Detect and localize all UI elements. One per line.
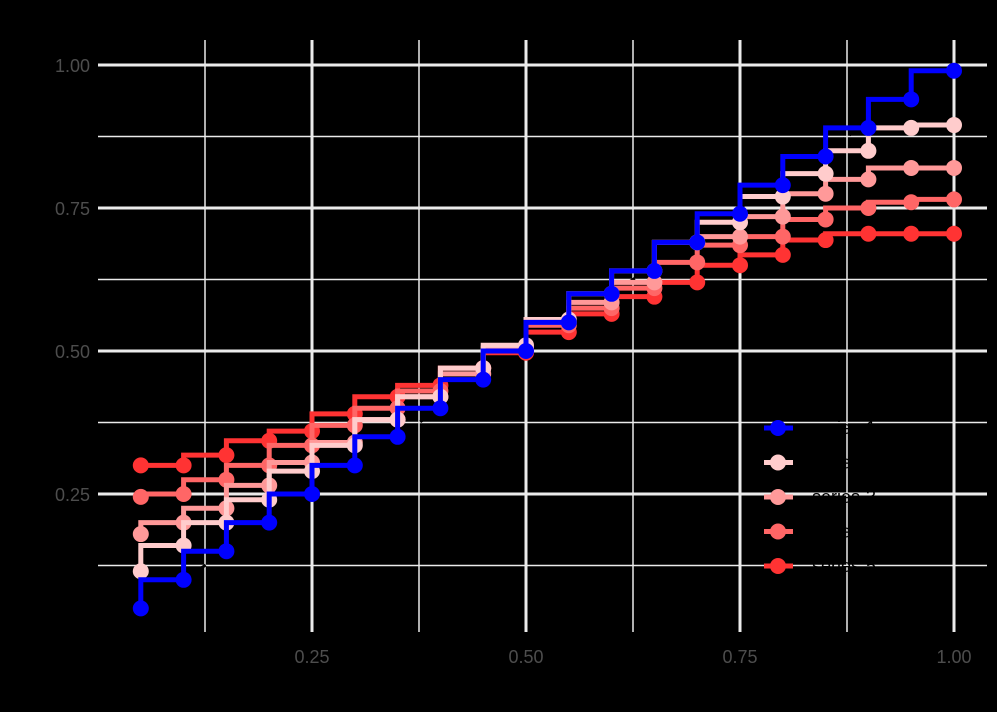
data-point — [646, 274, 663, 291]
legend-key-point — [770, 558, 786, 574]
data-point — [132, 563, 149, 580]
data-point — [218, 543, 235, 560]
series-series-1 — [132, 62, 962, 617]
data-point — [646, 262, 663, 279]
data-point — [860, 119, 877, 136]
data-point — [475, 371, 492, 388]
data-point — [817, 165, 834, 182]
data-point — [817, 211, 834, 228]
x-tick-label: 0.50 — [508, 647, 543, 667]
data-point — [774, 228, 791, 245]
data-point — [432, 400, 449, 417]
x-axis: 0.25 0.50 0.75 1.00 — [294, 647, 971, 667]
data-point — [946, 191, 962, 208]
legend-label: series-1 — [812, 418, 876, 438]
legend-label: series-5 — [812, 556, 876, 576]
data-point — [817, 148, 834, 165]
data-point — [946, 159, 962, 176]
y-tick-label: 1.00 — [55, 56, 90, 76]
data-point — [903, 91, 920, 108]
legend: series-1 series-2 series-3 series-4 series-5 — [764, 418, 876, 576]
data-point — [774, 177, 791, 194]
data-point — [903, 194, 920, 211]
data-point — [903, 225, 920, 242]
data-point — [774, 246, 791, 263]
legend-key-point — [770, 489, 786, 505]
data-point — [261, 514, 278, 531]
data-point — [946, 62, 962, 79]
legend-label: series-2 — [812, 453, 876, 473]
data-point — [903, 119, 920, 136]
data-point — [689, 254, 706, 271]
data-point — [817, 185, 834, 202]
x-tick-label: 0.25 — [294, 647, 329, 667]
data-point — [860, 171, 877, 188]
data-point — [774, 208, 791, 225]
data-point — [732, 257, 748, 274]
data-point — [774, 188, 791, 205]
legend-item: series-4 — [764, 522, 876, 542]
data-point — [946, 117, 962, 134]
legend-item: series-5 — [764, 556, 876, 576]
step-line — [138, 122, 954, 572]
legend-key-point — [770, 420, 786, 436]
legend-label: series-3 — [812, 487, 876, 507]
y-tick-label: 0.50 — [55, 342, 90, 362]
data-point — [175, 457, 192, 474]
series-layer — [132, 62, 962, 617]
data-point — [860, 225, 877, 242]
data-point — [689, 234, 706, 251]
data-point — [817, 232, 834, 249]
x-tick-label: 0.75 — [722, 647, 757, 667]
data-point — [132, 488, 149, 505]
data-point — [304, 486, 320, 502]
y-tick-label: 0.75 — [55, 199, 90, 219]
data-point — [346, 457, 363, 474]
data-point — [946, 225, 962, 242]
legend-item: series-2 — [764, 453, 876, 473]
data-point — [603, 285, 620, 302]
data-point — [903, 159, 920, 176]
data-point — [132, 600, 149, 617]
data-point — [132, 526, 149, 543]
data-point — [518, 343, 534, 359]
data-point — [132, 457, 149, 474]
data-point — [860, 142, 877, 159]
data-point — [689, 274, 706, 291]
data-point — [860, 200, 877, 216]
data-point — [175, 571, 192, 588]
data-point — [218, 447, 235, 464]
legend-label: series-4 — [812, 522, 876, 542]
data-point — [389, 428, 406, 445]
legend-item: series-1 — [764, 418, 876, 438]
data-point — [560, 314, 577, 331]
legend-key-point — [770, 523, 786, 540]
y-axis: 0.25 0.50 0.75 1.00 — [55, 56, 90, 505]
data-point — [732, 228, 748, 245]
grid-minor — [98, 40, 987, 632]
legend-item: series-3 — [764, 487, 876, 507]
x-tick-label: 1.00 — [936, 647, 971, 667]
y-tick-label: 0.25 — [55, 485, 90, 505]
data-point — [732, 205, 748, 222]
step-line — [138, 68, 954, 609]
data-point — [175, 486, 192, 502]
legend-key-point — [770, 454, 786, 471]
